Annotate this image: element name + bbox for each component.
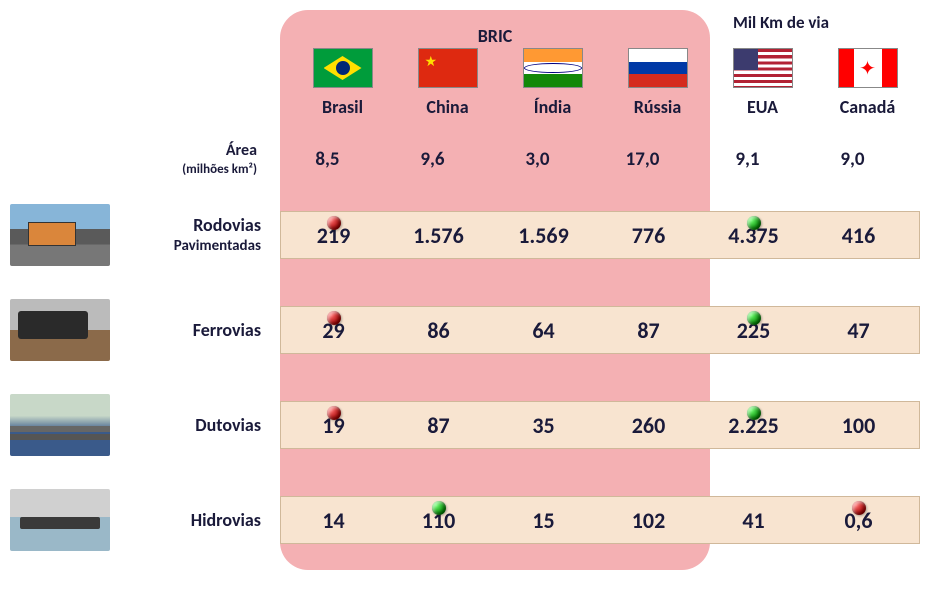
area-label-line2: (milhões km²) (182, 162, 257, 177)
area-value: 9,6 (380, 148, 485, 171)
area-value: 17,0 (590, 148, 695, 171)
bric-title: BRIC (478, 25, 513, 47)
cell: 110 (386, 507, 491, 534)
row-dutovias: Dutovias 19 87 35 260 2.225 100 (0, 390, 939, 460)
area-value: 8,5 (275, 148, 380, 171)
bead-green-icon (747, 216, 761, 230)
cell: 219 (281, 222, 386, 249)
flag-brazil-icon (313, 48, 373, 88)
row-label: Dutovias (110, 416, 275, 435)
area-value: 9,1 (695, 148, 800, 171)
cell: 776 (596, 222, 701, 249)
row-label: Ferrovias (110, 321, 275, 340)
cell: 416 (806, 222, 911, 249)
country-name: Canadá (840, 96, 896, 118)
bead-red-icon (327, 406, 341, 420)
country-col-canada: ✦ Canadá (815, 48, 920, 138)
area-row: Área (milhões km²) 8,5 9,6 3,0 17,0 9,1 … (0, 142, 939, 177)
country-col-usa: EUA (710, 48, 815, 138)
cell: 14 (281, 507, 386, 534)
area-label: Área (milhões km²) (0, 142, 275, 177)
ferrovias-thumb-icon (10, 299, 110, 361)
cell: 1.576 (386, 222, 491, 249)
cell: 87 (386, 412, 491, 439)
cell: 102 (596, 507, 701, 534)
countries-header-row: Brasil ★ China Índia Rússia EUA ✦ Canadá (290, 48, 930, 138)
country-col-brasil: Brasil (290, 48, 395, 138)
cell: 260 (596, 412, 701, 439)
cell: 41 (701, 507, 806, 534)
cell: 2.225 (701, 412, 806, 439)
cell: 35 (491, 412, 596, 439)
flag-china-icon: ★ (418, 48, 478, 88)
bead-green-icon (747, 406, 761, 420)
dutovias-thumb-icon (10, 394, 110, 456)
cell: 47 (806, 317, 911, 344)
row-label: Hidrovias (110, 511, 275, 530)
area-label-line1: Área (226, 141, 257, 160)
cell: 0,6 (806, 507, 911, 534)
cell: 86 (386, 317, 491, 344)
flag-india-icon (523, 48, 583, 88)
row-bar: 19 87 35 260 2.225 100 (280, 401, 920, 449)
bead-green-icon (432, 501, 446, 515)
row-rodovias: Rodovias Pavimentadas 219 1.576 1.569 77… (0, 200, 939, 270)
country-col-india: Índia (500, 48, 605, 138)
country-name: Índia (534, 96, 571, 118)
cell: 64 (491, 317, 596, 344)
country-col-russia: Rússia (605, 48, 710, 138)
cell: 87 (596, 317, 701, 344)
cell: 19 (281, 412, 386, 439)
cell: 29 (281, 317, 386, 344)
flag-canada-icon: ✦ (838, 48, 898, 88)
country-name: Rússia (634, 96, 681, 118)
row-label-line2: Pavimentadas (174, 237, 261, 255)
bead-red-icon (852, 501, 866, 515)
unit-label: Mil Km de via (733, 12, 829, 33)
row-label: Rodovias Pavimentadas (110, 216, 275, 255)
cell: 225 (701, 317, 806, 344)
cell: 100 (806, 412, 911, 439)
area-value: 3,0 (485, 148, 590, 171)
area-value: 9,0 (800, 148, 905, 171)
cell: 15 (491, 507, 596, 534)
row-bar: 29 86 64 87 225 47 (280, 306, 920, 354)
flag-russia-icon (628, 48, 688, 88)
country-name: EUA (747, 96, 778, 118)
cell: 1.569 (491, 222, 596, 249)
row-hidrovias: Hidrovias 14 110 15 102 41 0,6 (0, 485, 939, 555)
row-ferrovias: Ferrovias 29 86 64 87 225 47 (0, 295, 939, 365)
country-name: Brasil (322, 96, 363, 118)
row-bar: 219 1.576 1.569 776 4.375 416 (280, 211, 920, 259)
country-col-china: ★ China (395, 48, 500, 138)
bead-green-icon (747, 311, 761, 325)
flag-usa-icon (733, 48, 793, 88)
bead-red-icon (327, 311, 341, 325)
row-label-line1: Rodovias (193, 214, 261, 236)
row-bar: 14 110 15 102 41 0,6 (280, 496, 920, 544)
country-name: China (426, 96, 468, 118)
hidrovias-thumb-icon (10, 489, 110, 551)
bead-red-icon (327, 216, 341, 230)
cell: 4.375 (701, 222, 806, 249)
rodovias-thumb-icon (10, 204, 110, 266)
